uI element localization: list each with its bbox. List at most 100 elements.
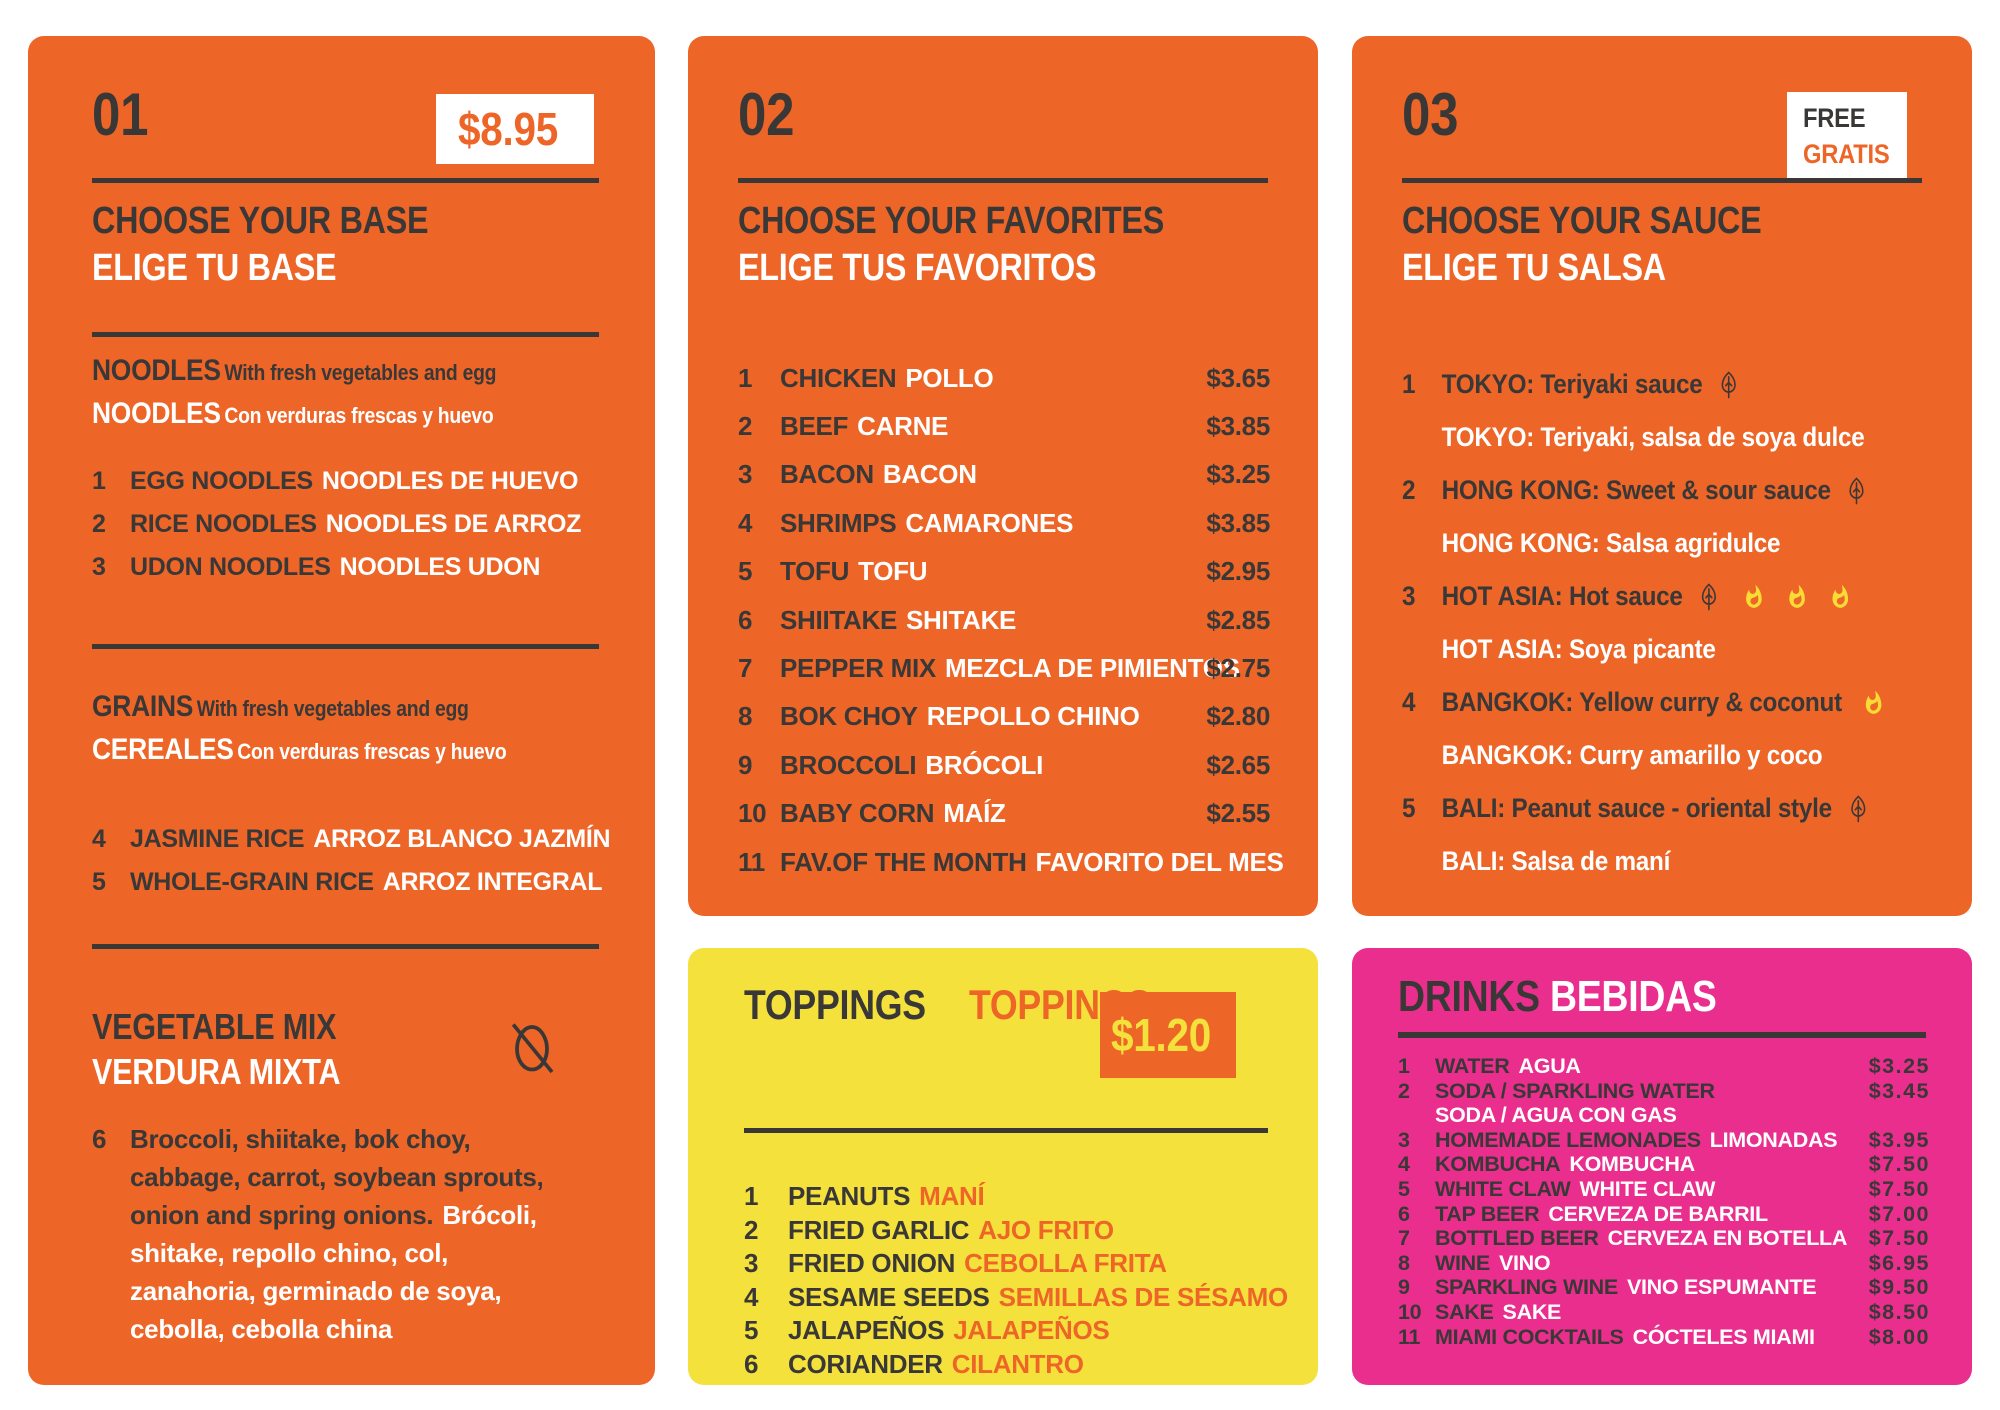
item-number: 2: [92, 510, 106, 538]
item-number: 11: [1398, 1324, 1421, 1349]
sauce-name-en: HONG KONG: Sweet & sour sauce: [1441, 475, 1831, 505]
favorites-item: 6 SHIITAKE SHITAKE $2.85: [738, 596, 1270, 644]
leaf-icon: [1695, 581, 1722, 613]
sauce-name-es: BALI: Salsa de maní: [1441, 846, 1671, 876]
item-number: 1: [1402, 369, 1416, 399]
item-number: 8: [1398, 1250, 1410, 1275]
favorites-item: 7 PEPPER MIX MEZCLA DE PIMIENTOS $2.75: [738, 644, 1270, 692]
grains-heading-es: CEREALES: [92, 733, 234, 766]
item-name-en: SHRIMPS: [780, 507, 897, 538]
item-price: $3.25: [1206, 459, 1270, 490]
drinks-item: 5 WHITE CLAW WHITE CLAW $7.50: [1398, 1177, 1930, 1202]
free-badge-en: FREE: [1803, 103, 1866, 133]
favorites-title-en: CHOOSE YOUR FAVORITES: [738, 200, 1164, 242]
drinks-item: 9 SPARKLING WINE VINO ESPUMANTE $9.50: [1398, 1275, 1930, 1300]
sauce-name-en: BALI: Peanut sauce - oriental style: [1441, 793, 1833, 823]
item-name-en: CORIANDER: [788, 1348, 943, 1379]
sauce-item: 5 BALI: Peanut sauce - oriental style BAL…: [1402, 782, 1946, 888]
item-name-en: SAKE: [1435, 1299, 1494, 1324]
base-price-badge: $8.95: [436, 94, 594, 164]
item-name-es: SAKE: [1502, 1299, 1562, 1324]
flame-icon: [1785, 582, 1808, 612]
item-number: 6: [744, 1348, 759, 1379]
item-number: 4: [744, 1281, 759, 1312]
item-name-en: PEPPER MIX: [780, 653, 936, 684]
favorites-item: 11 FAV.OF THE MONTH FAVORITO DEL MES: [738, 838, 1284, 886]
item-name-en: HOMEMADE LEMONADES: [1435, 1127, 1701, 1152]
favorites-list: 1 CHICKEN POLLO $3.65 2 BEEF CARNE $3.85 3 BACON B…: [738, 354, 1284, 886]
item-price: $2.95: [1206, 556, 1270, 587]
item-name-en: BACON: [780, 459, 874, 490]
divider: [92, 178, 599, 183]
favorites-item: 3 BACON BACON $3.25: [738, 451, 1270, 499]
toppings-item: 6 CORIANDER CILANTRO: [744, 1348, 1288, 1382]
item-name-es-line2: SODA / AGUA CON GAS: [1435, 1103, 1677, 1128]
toppings-title-en: TOPPINGS: [744, 981, 926, 1028]
sauce-name-es: HONG KONG: Salsa agridulce: [1441, 528, 1781, 558]
free-badge: FREE GRATIS: [1787, 92, 1907, 180]
favorites-title-es: ELIGE TUS FAVORITOS: [738, 247, 1097, 289]
noodles-desc-en: With fresh vegetables and egg: [224, 360, 497, 385]
item-number: 2: [1402, 475, 1416, 505]
no-egg-icon: [511, 1023, 554, 1074]
sauce-line-en: 5 BALI: Peanut sauce - oriental style: [1402, 782, 1892, 835]
item-name-en: MIAMI COCKTAILS: [1435, 1324, 1624, 1349]
item-number: 8: [738, 701, 753, 732]
item-price: $7.50: [1868, 1152, 1930, 1177]
item-name-es: NOODLES DE HUEVO: [321, 467, 579, 495]
noodles-item: 1 EGG NOODLES NOODLES DE HUEVO: [92, 460, 581, 503]
sauce-item: 3 HOT ASIA: Hot sauce HOT ASIA: Soya pica…: [1402, 570, 1946, 676]
sauce-item: 1 TOKYO: Teriyaki sauce TOKYO: Teriyaki, …: [1402, 358, 1946, 464]
item-number: 6: [738, 604, 753, 635]
vegetable-mix-title: VEGETABLE MIX VERDURA MIXTA: [92, 1004, 655, 1094]
item-number: 10: [738, 798, 767, 829]
panel-favorites: 02 CHOOSE YOUR FAVORITES ELIGE TUS FAVOR…: [688, 36, 1318, 916]
item-number: 4: [738, 507, 753, 538]
item-name-es: BACON: [882, 459, 977, 490]
grains-desc-es: Con verduras frescas y huevo: [237, 739, 507, 764]
drinks-item: 10 SAKE SAKE $8.50: [1398, 1300, 1930, 1325]
sauces-title-en: CHOOSE YOUR SAUCE: [1402, 200, 1762, 242]
noodles-heading-en: NOODLES: [92, 354, 221, 387]
item-number: 6: [1398, 1201, 1410, 1226]
divider: [92, 644, 599, 649]
drinks-item: 3 HOMEMADE LEMONADES LIMONADAS $3.95: [1398, 1128, 1930, 1153]
grains-list: 4 JASMINE RICE ARROZ BLANCO JAZMÍN 5 WHOLE-G…: [92, 818, 611, 904]
item-number: 1: [738, 362, 753, 393]
item-name-es: MEZCLA DE PIMIENTOS: [944, 653, 1240, 684]
item-name-en: CHICKEN: [780, 362, 897, 393]
sauce-name-es: TOKYO: Teriyaki, salsa de soya dulce: [1441, 422, 1865, 452]
item-price: $6.95: [1868, 1250, 1930, 1275]
drinks-item: 11 MIAMI COCKTAILS CÓCTELES MIAMI $8.00: [1398, 1325, 1930, 1350]
sauce-item: 4 BANGKOK: Yellow curry & coconut BANGKOK…: [1402, 676, 1946, 782]
grains-item: 5 WHOLE-GRAIN RICE ARROZ INTEGRAL: [92, 861, 610, 904]
drinks-item: 1 WATER AGUA $3.25: [1398, 1054, 1930, 1079]
item-name-en: FRIED GARLIC: [788, 1214, 970, 1245]
flame-icon: [1828, 582, 1851, 612]
item-name-es: KOMBUCHA: [1569, 1152, 1695, 1177]
divider: [1398, 1032, 1926, 1038]
item-name-en: FAV.OF THE MONTH: [780, 846, 1027, 877]
item-number: 5: [1402, 793, 1416, 823]
item-name-es: TOFU: [858, 556, 928, 587]
sauce-line-es: HOT ASIA: Soya picante: [1402, 623, 1892, 676]
item-number: 2: [744, 1214, 759, 1245]
divider: [92, 332, 599, 337]
grains-desc-en: With fresh vegetables and egg: [196, 696, 469, 721]
item-name-es: WHITE CLAW: [1579, 1176, 1716, 1201]
sauce-item: 2 HONG KONG: Sweet & sour sauce HONG KONG…: [1402, 464, 1946, 570]
item-name-en: KOMBUCHA: [1435, 1152, 1561, 1177]
item-name-en: FRIED ONION: [788, 1248, 956, 1278]
item-price: $3.95: [1868, 1127, 1930, 1152]
vegetable-mix-title-es: VERDURA MIXTA: [92, 1051, 341, 1092]
item-price: $7.50: [1868, 1176, 1930, 1201]
toppings-title: TOPPINGS TOPPINGS: [744, 978, 1183, 1031]
drinks-title: DRINKS BEBIDAS: [1398, 972, 1773, 1022]
sauce-name-es: BANGKOK: Curry amarillo y coco: [1441, 740, 1823, 770]
grains-heading-en: GRAINS: [92, 690, 194, 723]
item-number: 3: [92, 553, 106, 581]
favorites-item: 8 BOK CHOY REPOLLO CHINO $2.80: [738, 693, 1270, 741]
item-name-en: BROCCOLI: [780, 749, 917, 780]
drinks-item: 2 SODA / SPARKLING WATER SODA / AGUA CON G…: [1398, 1079, 1930, 1128]
